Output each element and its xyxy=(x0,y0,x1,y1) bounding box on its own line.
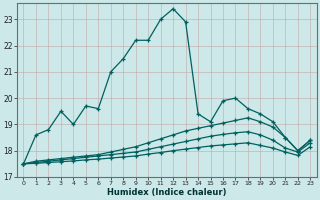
X-axis label: Humidex (Indice chaleur): Humidex (Indice chaleur) xyxy=(107,188,227,197)
